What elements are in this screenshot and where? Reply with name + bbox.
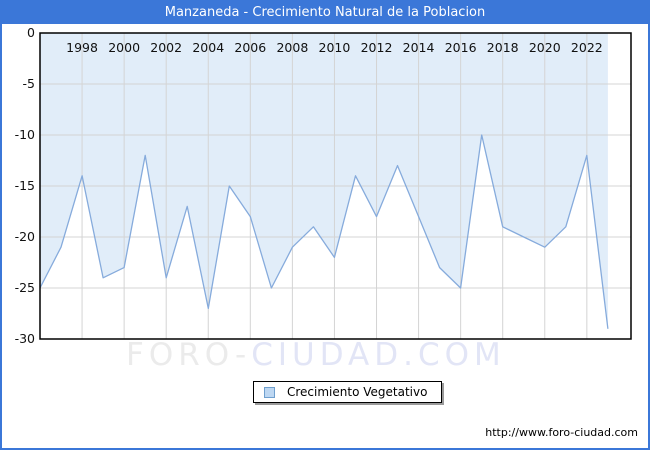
svg-text:-10: -10 [15,127,35,142]
legend-swatch-icon [264,386,275,398]
svg-text:2002: 2002 [150,40,182,55]
svg-text:2008: 2008 [276,40,308,55]
svg-text:2020: 2020 [529,40,561,55]
svg-text:2012: 2012 [361,40,393,55]
svg-text:2022: 2022 [571,40,603,55]
svg-text:2014: 2014 [403,40,435,55]
svg-text:0: 0 [27,25,35,40]
svg-text:-20: -20 [15,229,35,244]
svg-text:2018: 2018 [487,40,519,55]
legend: Crecimiento Vegetativo [253,381,443,403]
legend-label: Crecimiento Vegetativo [287,385,428,399]
svg-text:-30: -30 [15,331,35,346]
footer-url[interactable]: http://www.foro-ciudad.com [485,426,638,439]
svg-text:2006: 2006 [234,40,266,55]
svg-text:2004: 2004 [192,40,224,55]
svg-text:-25: -25 [15,280,35,295]
svg-text:-15: -15 [15,178,35,193]
svg-text:2016: 2016 [445,40,477,55]
svg-text:-5: -5 [23,76,35,91]
chart-title: Manzaneda - Crecimiento Natural de la Po… [2,2,648,24]
svg-text:2010: 2010 [319,40,351,55]
svg-text:2000: 2000 [108,40,140,55]
svg-text:1998: 1998 [66,40,98,55]
